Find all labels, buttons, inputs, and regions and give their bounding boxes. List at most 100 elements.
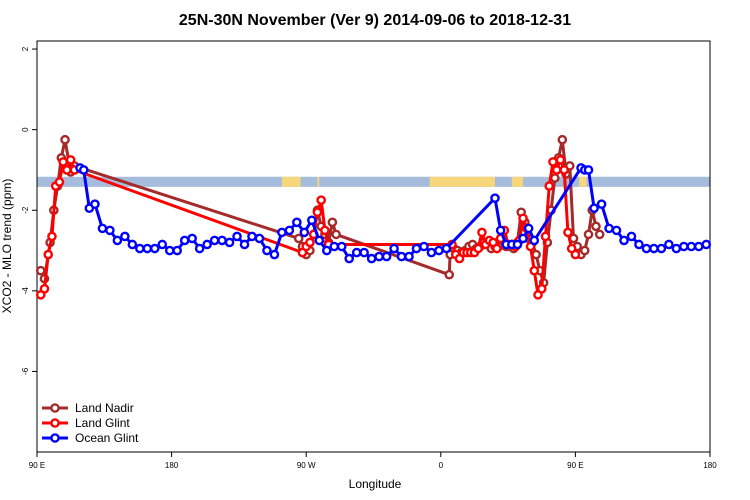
- data-point: [596, 199, 607, 209]
- legend-label: Land Glint: [75, 416, 130, 430]
- data-point: [78, 165, 89, 175]
- data-point: [641, 243, 652, 254]
- data-point: [686, 241, 697, 252]
- data-point: [327, 217, 338, 228]
- data-point: [604, 223, 614, 234]
- land-band-segment: [281, 176, 301, 187]
- data-point: [54, 177, 65, 187]
- data-point: [523, 223, 534, 234]
- legend-swatch-marker: [50, 403, 60, 413]
- data-point: [209, 235, 220, 246]
- data-point: [381, 251, 392, 262]
- data-point: [321, 245, 332, 256]
- x-tick-label: 180: [703, 461, 717, 470]
- data-point: [262, 245, 272, 256]
- data-point: [344, 253, 354, 264]
- data-point: [58, 157, 68, 167]
- land-mask-band: [37, 176, 710, 187]
- data-point: [97, 223, 108, 234]
- data-point: [135, 243, 145, 254]
- data-point: [60, 134, 70, 145]
- data-point: [284, 225, 295, 236]
- data-point: [292, 217, 302, 228]
- y-tick-label: -4: [21, 287, 30, 295]
- data-point: [529, 265, 540, 276]
- data-point: [112, 235, 123, 246]
- data-point: [316, 195, 326, 205]
- data-point: [172, 245, 183, 256]
- data-point: [314, 235, 325, 246]
- x-tick-label: 180: [165, 461, 179, 470]
- data-point: [671, 243, 682, 254]
- data-point: [563, 227, 573, 238]
- data-point: [105, 225, 115, 236]
- data-point: [299, 227, 310, 238]
- data-point: [536, 284, 547, 294]
- data-point: [39, 284, 50, 294]
- data-point: [359, 247, 369, 258]
- data-point: [434, 245, 444, 256]
- data-point: [35, 265, 46, 276]
- data-point: [43, 249, 54, 260]
- data-point: [664, 239, 674, 250]
- data-point: [329, 241, 340, 252]
- data-point: [518, 213, 528, 224]
- data-point: [65, 155, 76, 165]
- data-point: [544, 181, 555, 191]
- x-tick-label: 0: [439, 461, 444, 470]
- data-point: [477, 227, 487, 238]
- data-point: [164, 245, 175, 256]
- data-point: [202, 239, 212, 250]
- data-point: [444, 269, 455, 280]
- data-point: [351, 247, 362, 258]
- data-point: [366, 253, 377, 264]
- data-point: [187, 233, 197, 244]
- legend-item: Land Glint: [42, 416, 130, 430]
- data-point: [331, 229, 341, 240]
- legend-label: Land Nadir: [75, 401, 134, 415]
- data-point: [548, 157, 558, 167]
- data-point: [570, 249, 581, 260]
- data-point: [512, 239, 523, 250]
- data-point: [551, 165, 562, 175]
- data-point: [594, 229, 605, 240]
- data-point: [540, 231, 551, 242]
- data-point: [619, 235, 629, 246]
- data-point: [120, 231, 130, 242]
- x-axis: 90 E 180 90 W 0 90 E 180: [29, 452, 717, 470]
- y-tick-label: -2: [21, 206, 30, 214]
- data-point: [701, 239, 712, 250]
- data-point: [583, 165, 594, 175]
- y-axis-label: XCO2 - MLO trend (ppm): [0, 179, 14, 314]
- data-point: [634, 239, 644, 250]
- data-point: [492, 243, 502, 254]
- data-point: [583, 229, 594, 240]
- legend-swatch-marker: [50, 418, 60, 428]
- data-point: [557, 134, 568, 145]
- data-point: [518, 233, 528, 244]
- x-tick-label: 90 E: [29, 461, 45, 470]
- data-point: [293, 233, 304, 244]
- y-tick-label: 0: [21, 127, 30, 132]
- data-point: [611, 225, 622, 236]
- data-point: [529, 235, 540, 246]
- data-point: [312, 207, 323, 218]
- legend-label: Ocean Glint: [75, 431, 139, 445]
- data-point: [473, 243, 483, 254]
- data-point: [127, 239, 138, 250]
- data-point: [419, 241, 429, 252]
- data-point: [194, 243, 205, 254]
- data-point: [254, 233, 265, 244]
- data-point: [374, 251, 384, 262]
- data-point: [626, 231, 637, 242]
- chart-title: 25N-30N November (Ver 9) 2014-09-06 to 2…: [179, 12, 571, 29]
- data-point: [679, 241, 689, 252]
- data-point: [157, 239, 168, 250]
- data-point: [247, 231, 257, 242]
- data-point: [307, 215, 317, 226]
- y-tick-label: -6: [21, 367, 30, 375]
- land-band-segment: [579, 176, 587, 187]
- data-point: [149, 243, 160, 254]
